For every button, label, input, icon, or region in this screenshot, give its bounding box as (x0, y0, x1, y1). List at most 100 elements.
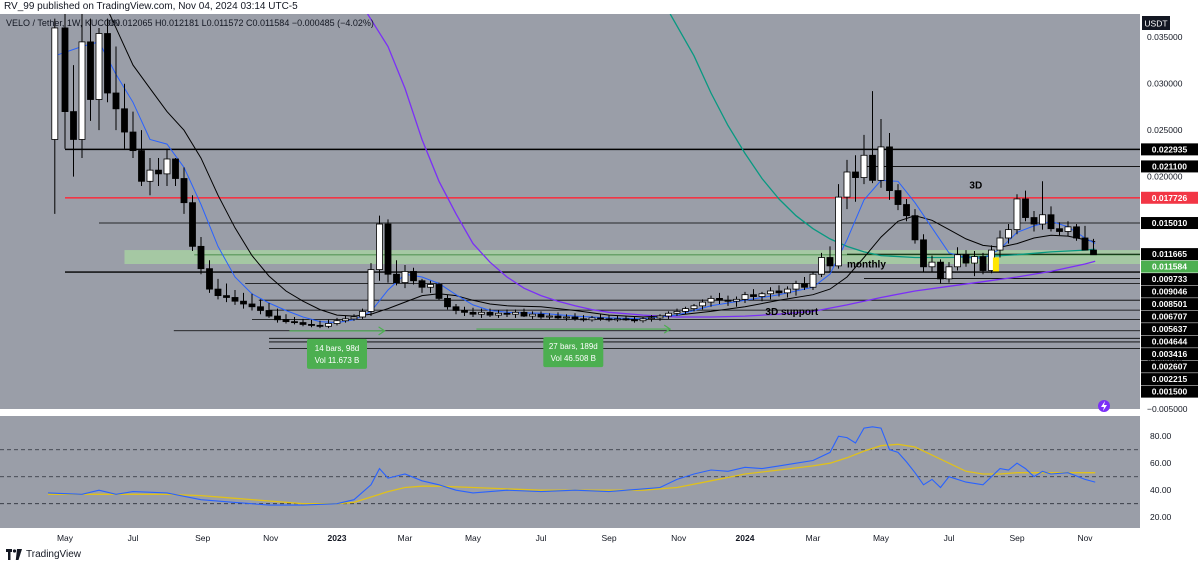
candle-body (1013, 198, 1021, 231)
chart-canvas[interactable]: 3D monthly 3D support 14 bars, 98d Vol 11.67… (0, 14, 1200, 546)
candle-body (580, 318, 587, 321)
candle (580, 315, 587, 322)
candle (325, 319, 332, 329)
candle-body (792, 283, 800, 290)
support-zone (124, 250, 1140, 265)
time-tick: Mar (398, 533, 413, 543)
time-tick: Jul (944, 533, 955, 543)
candle (758, 291, 766, 302)
candle (214, 278, 222, 300)
candle-body (51, 27, 59, 140)
time-tick: Nov (1077, 533, 1093, 543)
candle-body (87, 41, 94, 100)
candle-body (138, 150, 145, 182)
level-price-label: 0.015010 (1152, 218, 1188, 228)
candle-body (478, 311, 485, 315)
candle (376, 215, 383, 281)
candle-body (350, 316, 358, 320)
candle (452, 303, 460, 315)
candle-body (223, 295, 230, 298)
candle (614, 316, 621, 322)
candle (257, 299, 264, 315)
level-price-label: 0.002215 (1152, 374, 1188, 384)
candle (308, 319, 315, 328)
level-price-label: 0.004644 (1152, 337, 1188, 347)
candle (359, 308, 366, 319)
time-tick: Mar (806, 533, 821, 543)
time-tick: May (57, 533, 74, 543)
candle (945, 262, 953, 283)
currency-label: USDT (1144, 19, 1167, 29)
candle (750, 289, 757, 301)
candle-body (486, 311, 494, 316)
candle (571, 313, 579, 321)
candle-body (1030, 217, 1038, 225)
candle-body (852, 171, 859, 178)
candle (95, 27, 103, 131)
candle-body (121, 108, 128, 133)
candle-body (945, 266, 953, 280)
time-tick: Nov (263, 533, 279, 543)
candle (563, 314, 570, 321)
level-price-label: 0.002607 (1152, 362, 1188, 372)
candle (1064, 221, 1072, 237)
candle-body (61, 27, 69, 112)
candle-body (104, 33, 111, 94)
candle (537, 311, 545, 319)
candle (1030, 211, 1038, 232)
rsi-line (47, 426, 1096, 506)
candle (180, 167, 188, 214)
time-tick: Jul (128, 533, 139, 543)
candle-body (886, 146, 893, 191)
candle (418, 278, 426, 293)
candle (954, 247, 961, 271)
rsi-tick: 40.00 (1150, 485, 1172, 495)
chart-frame[interactable]: 3D monthly 3D support 14 bars, 98d Vol 11.67… (0, 14, 1200, 546)
level-price-box (1141, 385, 1198, 398)
level-price-box (1141, 273, 1198, 286)
candle-body (231, 297, 239, 302)
tradingview-brand[interactable]: TradingView (6, 549, 81, 560)
candle (342, 316, 349, 323)
candle (665, 311, 672, 319)
candle-body (665, 312, 672, 317)
candle (775, 285, 783, 297)
candle-body (427, 284, 434, 288)
measure-vol-text: Vol 11.673 B (315, 356, 360, 365)
candle-body (546, 315, 553, 318)
candle-body (716, 297, 723, 301)
candle-body (894, 190, 902, 205)
candle-body (214, 288, 222, 297)
candle (648, 315, 655, 322)
level-price-label: 0.021100 (1152, 161, 1187, 171)
candle-body (503, 312, 511, 315)
candle-body (673, 311, 681, 314)
candle (690, 303, 698, 312)
candle-body (384, 223, 392, 275)
publication-bar: RV_99 published on TradingView.com, Nov … (0, 0, 1200, 14)
candle (503, 309, 511, 317)
candle (707, 295, 715, 307)
candle-body (639, 318, 647, 322)
time-tick: Nov (671, 533, 687, 543)
candle-body (333, 320, 341, 324)
candle-body (401, 271, 409, 283)
candle-body (920, 239, 927, 268)
candle (741, 291, 749, 304)
candle-body (784, 288, 791, 294)
candle-body (435, 284, 443, 299)
candle (801, 277, 808, 291)
candle (70, 65, 77, 177)
candle (1090, 238, 1097, 256)
candle (478, 308, 485, 318)
measure-bars-text: 14 bars, 98d (315, 344, 359, 353)
candle (138, 130, 145, 186)
candle-body (682, 308, 689, 312)
candle (920, 234, 927, 272)
candle-body (971, 256, 978, 264)
level-price-box (1141, 248, 1198, 261)
candle (189, 195, 196, 251)
candle (1005, 224, 1012, 244)
candle-body (129, 131, 137, 152)
candle (1081, 225, 1089, 251)
